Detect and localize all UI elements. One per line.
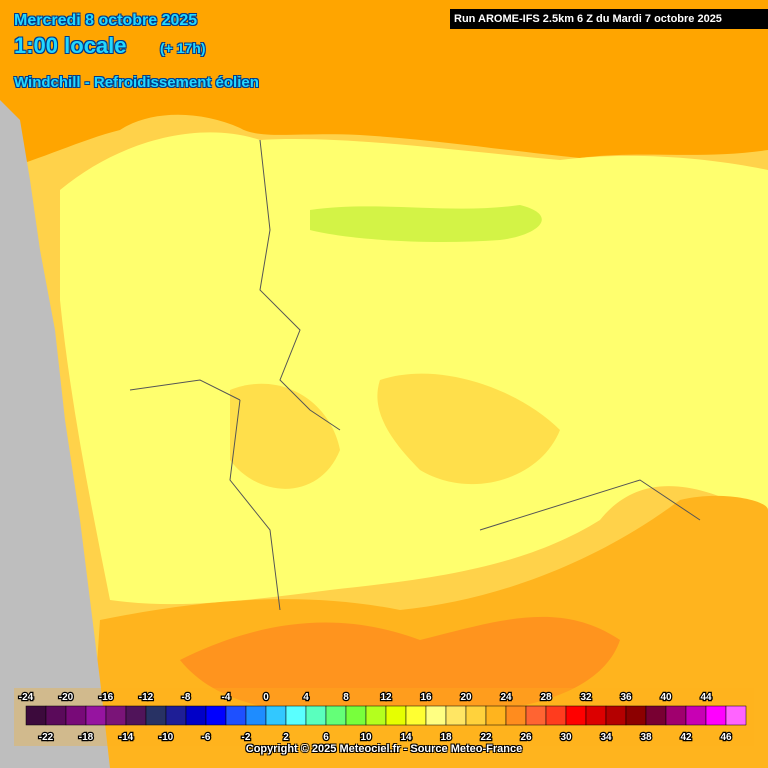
borders <box>129 139 701 611</box>
cold-ridge <box>310 205 542 242</box>
legend-swatch <box>245 705 267 726</box>
legend-label: 20 <box>460 692 472 703</box>
legend-label: 22 <box>480 732 492 743</box>
legend-swatch <box>145 705 167 726</box>
legend-swatch <box>685 705 707 726</box>
legend-label: -22 <box>39 732 54 743</box>
legend-label: -18 <box>79 732 94 743</box>
legend-label: 18 <box>440 732 452 743</box>
legend-swatch <box>165 705 187 726</box>
legend-label: 30 <box>560 732 572 743</box>
legend-label: -12 <box>139 692 154 703</box>
legend-label: 6 <box>323 732 329 743</box>
legend-label: -4 <box>222 692 231 703</box>
legend-swatch <box>205 705 227 726</box>
legend-swatch <box>665 705 687 726</box>
copyright: Copyright © 2025 Meteociel.fr - Source M… <box>245 743 523 755</box>
legend-label: 38 <box>640 732 652 743</box>
legend-swatch <box>725 705 747 726</box>
ocean-mask <box>0 100 110 768</box>
legend-swatch <box>585 705 607 726</box>
legend-swatch <box>385 705 407 726</box>
legend-swatch <box>45 705 67 726</box>
sea-area <box>0 0 768 170</box>
legend-swatch <box>465 705 487 726</box>
legend-label: 10 <box>360 732 372 743</box>
legend-swatch <box>265 705 287 726</box>
legend-label: -10 <box>159 732 174 743</box>
legend-swatch <box>365 705 387 726</box>
legend-swatch <box>525 705 547 726</box>
legend-label: -8 <box>182 692 191 703</box>
legend-swatch <box>185 705 207 726</box>
legend-swatch <box>85 705 107 726</box>
hot-zone <box>180 616 620 714</box>
legend-label: 12 <box>380 692 392 703</box>
legend-swatch <box>285 705 307 726</box>
legend-label: 36 <box>620 692 632 703</box>
legend-label: 46 <box>720 732 732 743</box>
legend-label: -16 <box>99 692 114 703</box>
legend-label: 44 <box>700 692 712 703</box>
legend-label: 4 <box>303 692 309 703</box>
legend-label: -24 <box>19 692 34 703</box>
legend-label: 32 <box>580 692 592 703</box>
legend-swatch <box>225 705 247 726</box>
legend-swatch <box>545 705 567 726</box>
legend-label: 16 <box>420 692 432 703</box>
legend-swatch <box>325 705 347 726</box>
legend-label: -14 <box>119 732 134 743</box>
run-info: Run AROME-IFS 2.5km 6 Z du Mardi 7 octob… <box>450 9 768 29</box>
legend-swatch <box>305 705 327 726</box>
legend-swatch <box>405 705 427 726</box>
legend-swatch <box>605 705 627 726</box>
legend-label: 26 <box>520 732 532 743</box>
warm-zone <box>377 373 560 485</box>
time: 1:00 locale <box>14 33 127 58</box>
legend-swatch <box>65 705 87 726</box>
legend-swatch <box>625 705 647 726</box>
legend-swatch <box>425 705 447 726</box>
legend-label: -20 <box>59 692 74 703</box>
legend-swatch <box>105 705 127 726</box>
land-yellow <box>60 132 768 605</box>
parameter: Windchill - Refroidissement éolien <box>14 74 259 91</box>
legend-label: 0 <box>263 692 269 703</box>
legend-label: 42 <box>680 732 692 743</box>
legend-swatch <box>645 705 667 726</box>
legend-label: 8 <box>343 692 349 703</box>
legend-swatch <box>125 705 147 726</box>
legend-label: -6 <box>202 732 211 743</box>
legend-swatch <box>25 705 47 726</box>
lead-time: (+ 17h) <box>160 40 206 56</box>
legend-swatch <box>705 705 727 726</box>
legend-label: 2 <box>283 732 289 743</box>
legend-swatch <box>485 705 507 726</box>
legend-label: 34 <box>600 732 612 743</box>
legend-swatch <box>565 705 587 726</box>
legend-label: -2 <box>242 732 251 743</box>
legend-swatch <box>345 705 367 726</box>
legend-swatch <box>505 705 527 726</box>
legend-label: 40 <box>660 692 672 703</box>
legend: -24-22-20-18-16-14-12-10-8-6-4-202468101… <box>18 691 747 744</box>
legend-label: 28 <box>540 692 552 703</box>
date: Mercredi 8 octobre 2025 <box>14 12 198 29</box>
legend-swatch <box>445 705 467 726</box>
legend-label: 24 <box>500 692 512 703</box>
warm-zone <box>230 383 340 489</box>
legend-label: 14 <box>400 732 412 743</box>
